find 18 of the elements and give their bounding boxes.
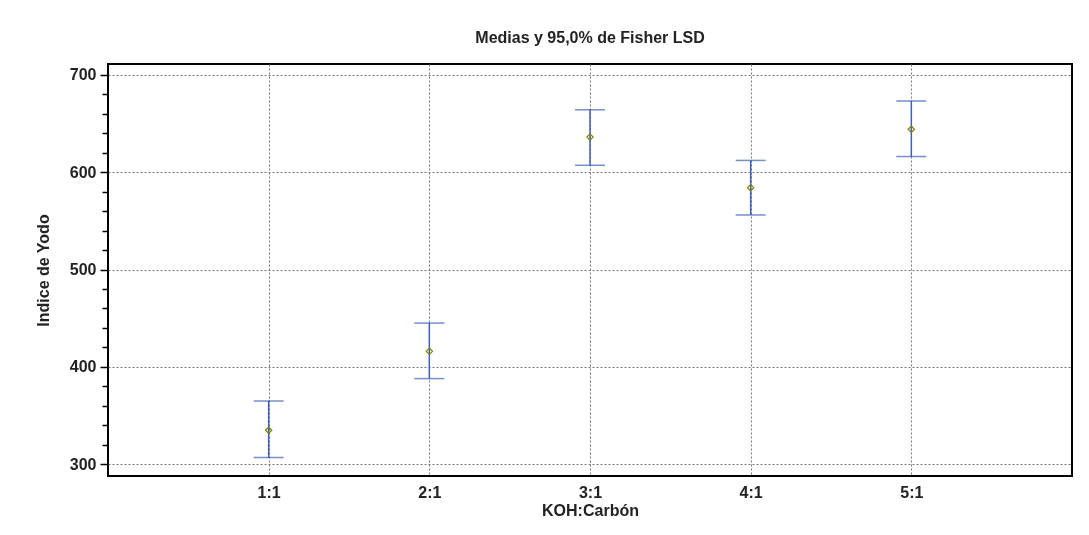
x-tick-label: 2:1 <box>418 483 442 501</box>
x-tick-label: 3:1 <box>578 483 603 501</box>
x-tick-label: 4:1 <box>739 483 763 501</box>
x-tick-label: 1:1 <box>257 483 281 501</box>
point <box>907 125 916 134</box>
x-axis-title: KOH:Carbón <box>542 501 639 519</box>
y-tick-label: 300 <box>69 455 97 473</box>
point <box>746 183 755 192</box>
point <box>264 426 273 434</box>
point <box>586 133 594 141</box>
y-tick-label: 700 <box>69 66 97 84</box>
y-tick-label: 600 <box>69 163 97 181</box>
y-axis-title: Indice de Yodo <box>34 214 52 327</box>
point <box>425 347 434 356</box>
y-tick-label: 500 <box>69 261 97 279</box>
y-tick-label: 400 <box>69 358 97 376</box>
x-tick-label: 5:1 <box>900 483 924 501</box>
chart-title: Medias y 95,0% de Fisher LSD <box>475 29 705 46</box>
